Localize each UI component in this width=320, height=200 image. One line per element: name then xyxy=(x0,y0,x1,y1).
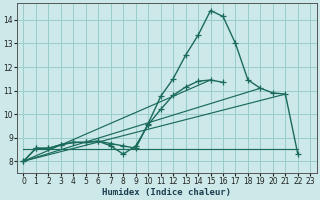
X-axis label: Humidex (Indice chaleur): Humidex (Indice chaleur) xyxy=(102,188,231,197)
